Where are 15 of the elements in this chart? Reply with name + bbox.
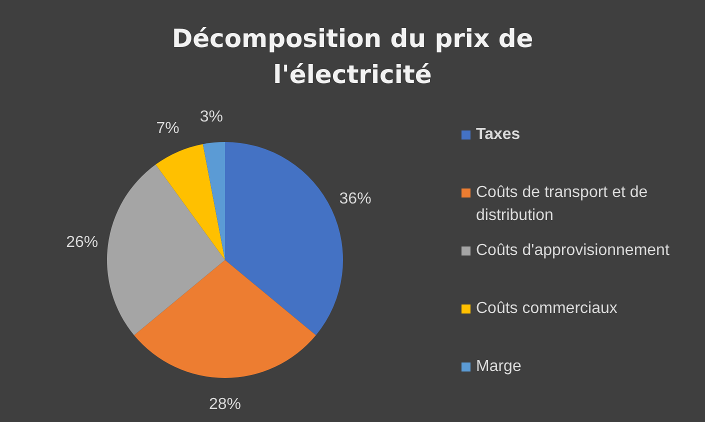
- data-label: 7%: [156, 120, 180, 137]
- data-label: 26%: [66, 234, 98, 251]
- pie-slice: [107, 164, 225, 336]
- pie-slice: [202, 142, 225, 260]
- legend-label: Marge: [476, 358, 522, 375]
- pie-slice: [134, 260, 316, 378]
- pie-slice: [156, 144, 225, 260]
- legend-label: Coûts commerciaux: [476, 300, 618, 317]
- data-label: 28%: [208, 396, 242, 413]
- data-label: 3%: [200, 108, 224, 126]
- chart-title: Décomposition du prix de l'électricité: [172, 24, 534, 89]
- legend-label: Coûts de transport et de distribution: [476, 184, 648, 224]
- legend-label: Taxes: [476, 126, 520, 143]
- legend-label: Coûts d'approvisionnement: [476, 242, 670, 259]
- data-label: 36%: [339, 190, 372, 208]
